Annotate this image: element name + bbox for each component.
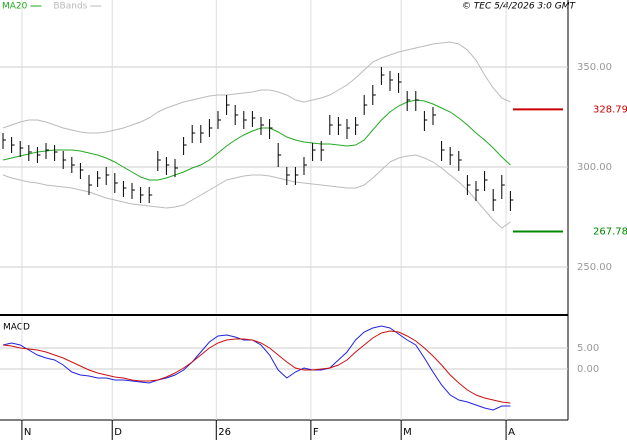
ohlc-bar — [19, 141, 24, 157]
legend-label: BBands — [53, 2, 87, 12]
ohlc-bar — [380, 67, 385, 85]
ohlc-bar — [200, 125, 204, 143]
ohlc-bar — [208, 119, 213, 137]
x-tick-label: F — [313, 427, 319, 438]
ohlc-bar — [415, 91, 419, 111]
ohlc-bar — [337, 117, 342, 135]
ohlc-bar — [475, 181, 479, 201]
ohlc-bar — [277, 143, 282, 167]
ohlc-bar — [260, 117, 264, 135]
ohlc-bar — [174, 159, 179, 177]
ohlc-bar — [458, 151, 462, 171]
ohlc-bar — [36, 147, 41, 163]
ohlc-bar — [466, 175, 471, 195]
y-tick-label: 300.00 — [577, 162, 612, 173]
ohlc-bar — [62, 151, 67, 169]
ohlc-bar — [226, 95, 230, 115]
ohlc-bar — [234, 105, 239, 125]
ohlc-bar — [97, 171, 101, 187]
ohlc-bar — [372, 85, 376, 105]
ohlc-bar — [423, 111, 428, 131]
ohlc-bar — [286, 167, 290, 185]
macd-line — [2, 330, 511, 404]
ohlc-bar — [303, 157, 307, 175]
ohlc-bar — [217, 111, 221, 129]
ohlc-bar — [251, 111, 256, 127]
ohlc-bar — [54, 145, 58, 161]
y-tick-label: 5.00 — [577, 343, 599, 354]
ohlc-bar — [243, 111, 247, 129]
ohlc-bar — [157, 151, 161, 171]
ohlc-bar — [398, 73, 402, 93]
level-label: 328.79 — [593, 104, 627, 115]
ohlc-bar — [140, 187, 144, 203]
ohlc-bar — [329, 115, 333, 135]
ohlc-bar — [122, 181, 127, 197]
band-upper — [2, 41, 511, 134]
legend-label: MA20 — [2, 2, 28, 12]
ohlc-bar — [11, 137, 15, 153]
ohlc-bar — [71, 157, 75, 173]
ohlc-bar — [148, 187, 153, 203]
ohlc-bar — [363, 95, 368, 115]
ohlc-bar — [346, 119, 350, 139]
ohlc-bar — [2, 133, 7, 149]
ohlc-bar — [191, 125, 196, 143]
x-tick-label: M — [403, 427, 412, 438]
x-tick-label: A — [508, 427, 515, 438]
ohlc-bar — [45, 143, 50, 159]
ohlc-bar — [294, 167, 299, 185]
ohlc-bar — [449, 147, 454, 165]
ohlc-bar — [312, 143, 316, 161]
y-tick-label: 350.00 — [577, 62, 612, 73]
macd-title: MACD — [3, 323, 30, 333]
y-tick-label: 0.00 — [577, 364, 599, 375]
ohlc-bar — [165, 157, 170, 175]
ohlc-bar — [28, 145, 32, 161]
ohlc-bar — [183, 137, 187, 155]
ohlc-bar — [484, 171, 488, 191]
ohlc-bar — [492, 189, 497, 211]
ohlc-bar — [114, 173, 118, 193]
ohlc-bar — [269, 119, 273, 139]
ohlc-bar — [441, 141, 445, 161]
x-tick-label: N — [24, 427, 31, 438]
x-tick-label: 26 — [218, 427, 231, 438]
band-lower — [2, 154, 511, 229]
ohlc-bar — [320, 141, 325, 161]
ohlc-bar — [501, 175, 505, 199]
x-tick-label: D — [114, 427, 122, 438]
ohlc-bar — [79, 163, 84, 179]
ma-line — [2, 99, 511, 181]
ohlc-bar — [389, 71, 393, 91]
annotation: © TEC 5/4/2026 3:0 GMT — [462, 2, 577, 12]
ohlc-bar — [105, 167, 110, 185]
ohlc-bar — [406, 91, 411, 111]
ohlc-bar — [432, 107, 436, 125]
macd-line — [2, 325, 511, 411]
y-tick-label: 250.00 — [577, 262, 612, 273]
ohlc-bar — [131, 183, 136, 199]
ohlc-bar — [88, 175, 93, 195]
ohlc-bar — [355, 117, 359, 135]
ohlc-bar — [509, 191, 514, 211]
level-label: 267.78 — [593, 226, 627, 237]
